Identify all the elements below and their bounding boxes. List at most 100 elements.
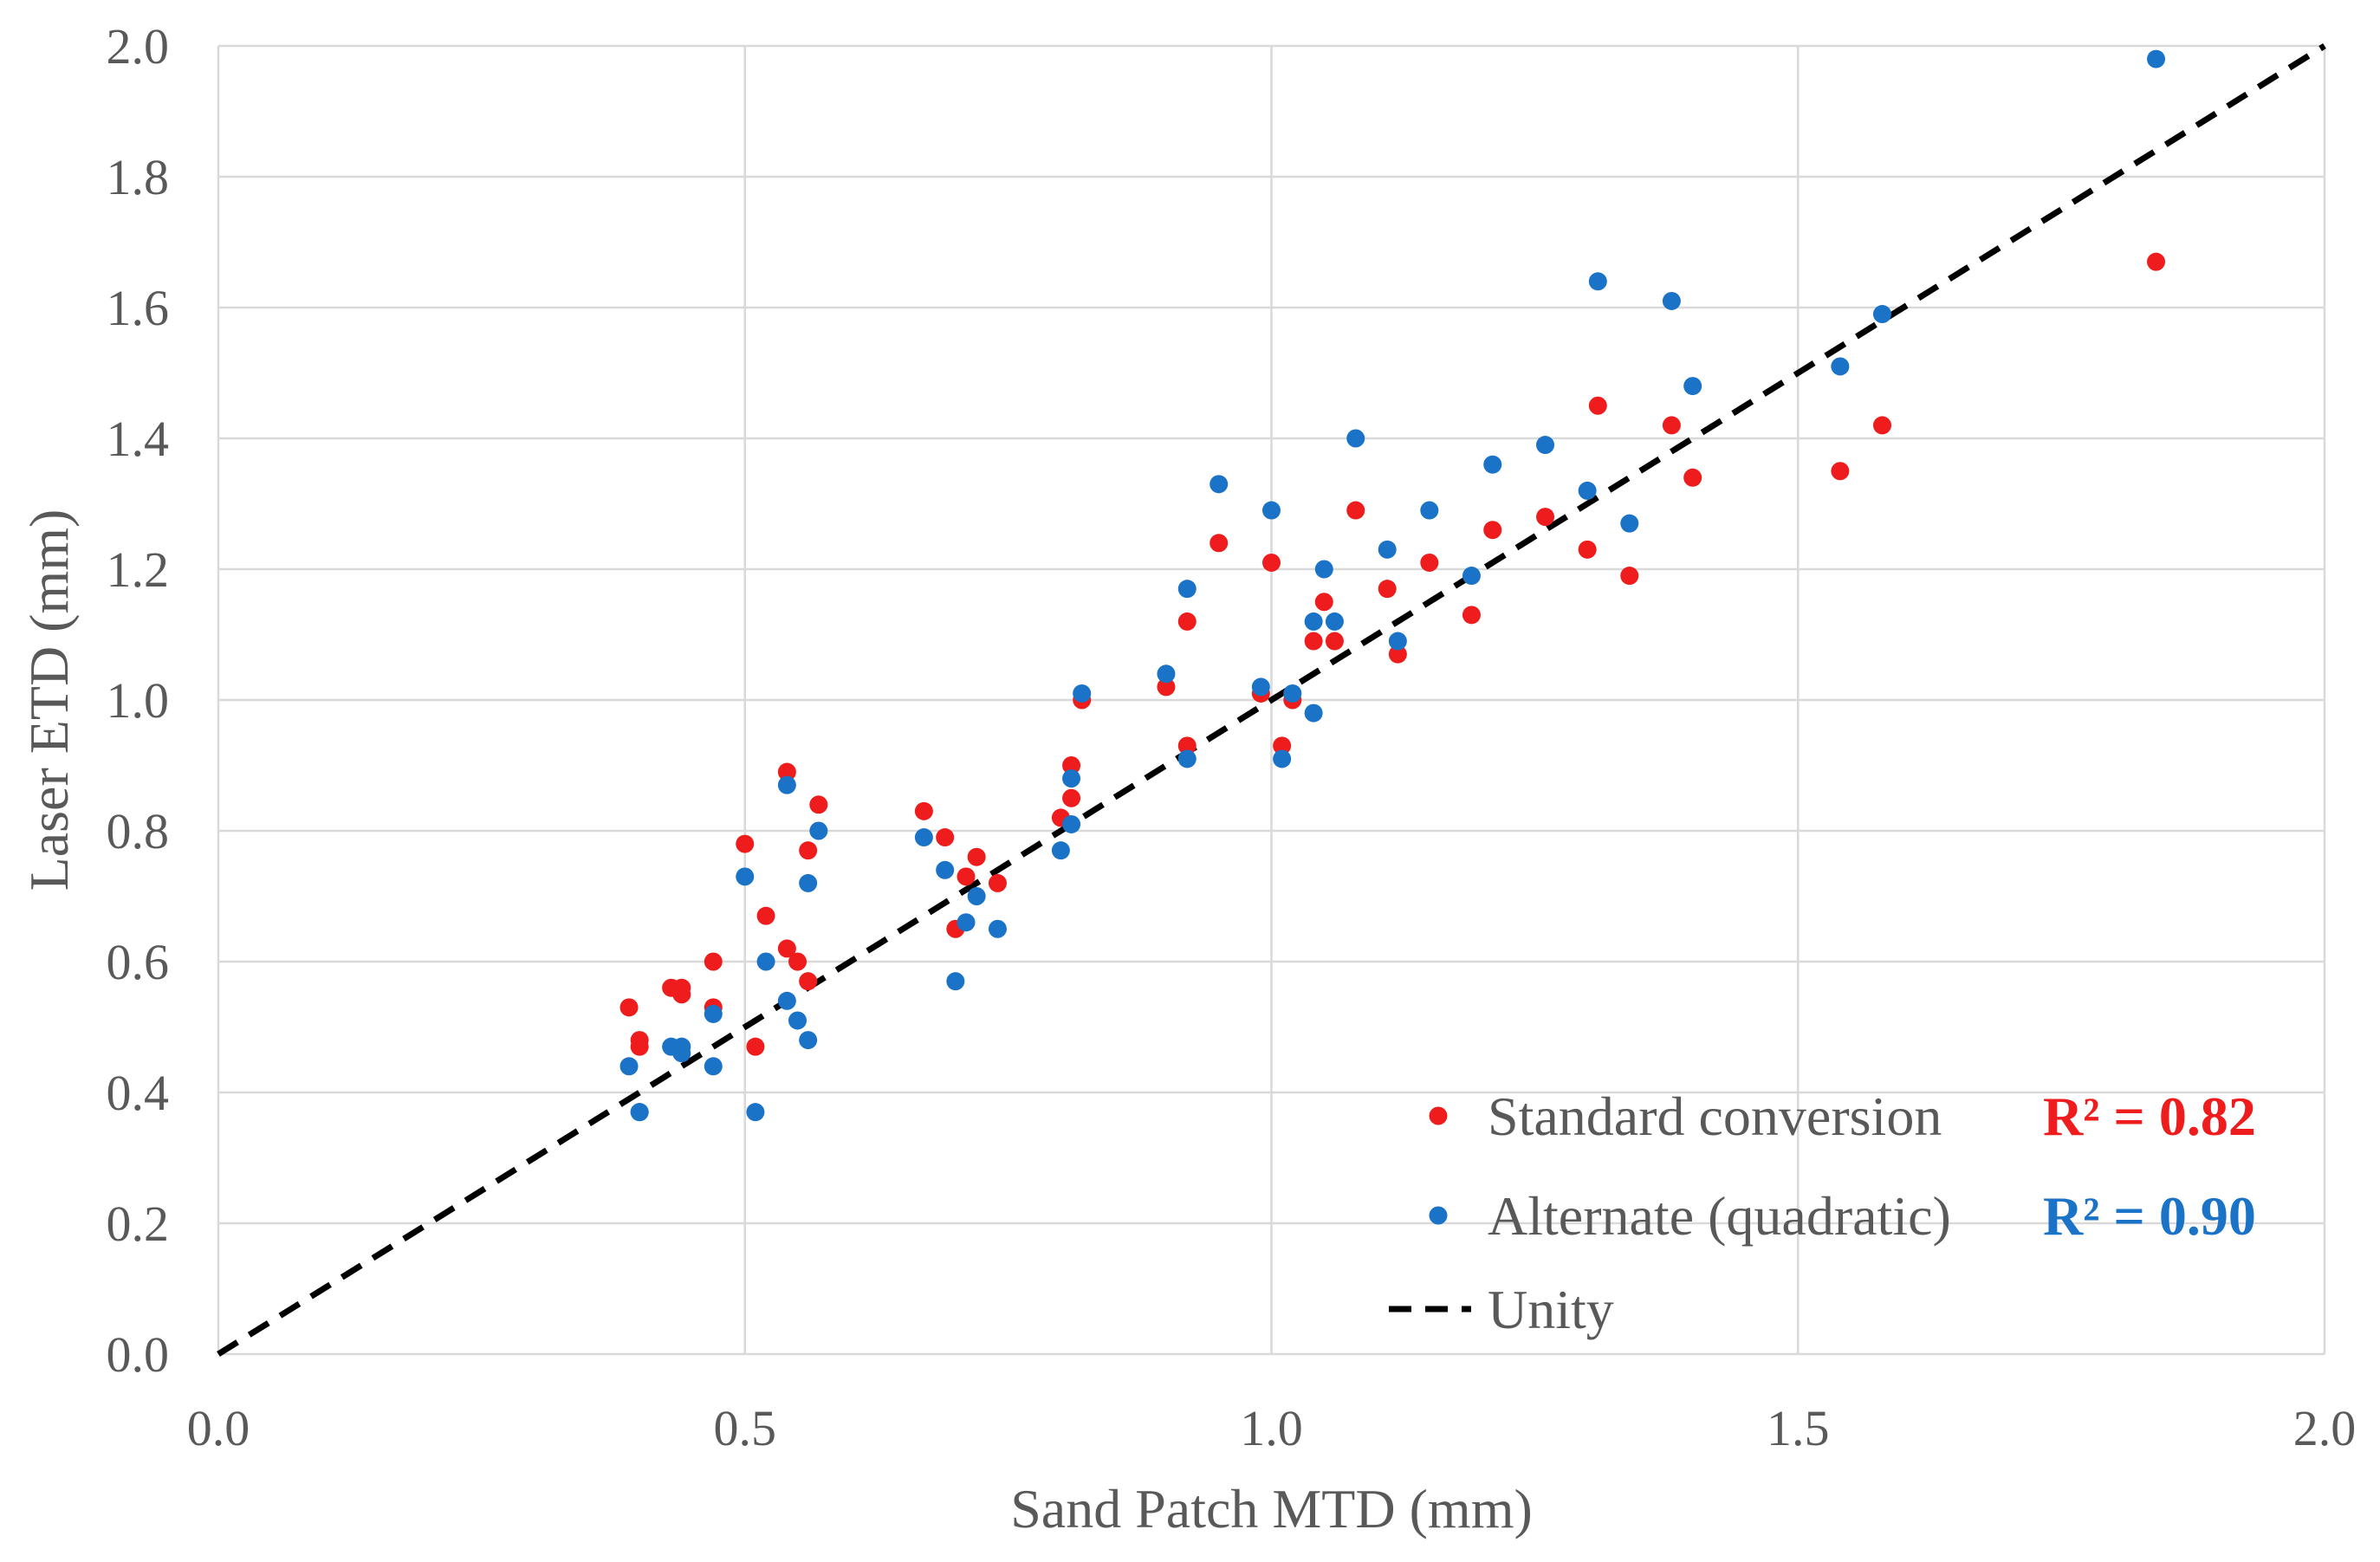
standard-conversion-point — [1209, 534, 1229, 553]
gridlines — [217, 44, 2326, 1356]
standard-conversion-point — [1420, 553, 1439, 572]
y-tick-label: 2.0 — [107, 18, 170, 75]
legend-standard-conversion-label: Standard conversion — [1488, 1086, 1942, 1147]
alternate-quadratic-point — [1283, 684, 1302, 703]
standard-conversion-point — [1177, 612, 1196, 631]
standard-conversion-point — [619, 998, 639, 1017]
standard-conversion-point — [1262, 553, 1281, 572]
standard-conversion-point — [1662, 416, 1681, 435]
y-tick-label: 1.4 — [107, 411, 170, 467]
standard-conversion-point — [1831, 462, 1850, 481]
standard-conversion-point — [936, 828, 955, 847]
alternate-quadratic-point — [1346, 429, 1365, 448]
legend-alternate-quadratic-label: Alternate (quadratic) — [1488, 1185, 1951, 1247]
alternate-quadratic-point — [1325, 612, 1344, 631]
alternate-quadratic-point — [2147, 49, 2166, 68]
alternate-quadratic-point — [1262, 501, 1281, 520]
standard-conversion-point — [1378, 580, 1397, 599]
alternate-quadratic-point — [1314, 560, 1333, 579]
x-tick-label: 1.0 — [1240, 1400, 1303, 1456]
standard-conversion-point — [967, 847, 986, 866]
alternate-quadratic-point — [946, 972, 965, 991]
standard-conversion-point — [756, 906, 775, 925]
alternate-quadratic-point — [809, 821, 828, 840]
standard-conversion-point — [736, 834, 755, 853]
alternate-quadratic-point — [630, 1103, 649, 1122]
alternate-quadratic-point — [1304, 612, 1323, 631]
standard-conversion-point — [957, 867, 976, 886]
standard-conversion-point — [1872, 416, 1891, 435]
y-axis-title: Laser ETD (mm) — [18, 509, 80, 891]
alternate-quadratic-point — [1620, 514, 1639, 533]
alternate-quadratic-point — [1536, 436, 1555, 455]
legend: Standard conversion R² = 0.82 Alternate (q… — [1389, 1086, 2256, 1340]
y-tick-label: 1.8 — [107, 149, 170, 205]
legend-standard-conversion-marker — [1429, 1106, 1448, 1125]
alternate-quadratic-point — [1683, 377, 1702, 396]
alternate-quadratic-point — [1420, 501, 1439, 520]
standard-conversion-point — [799, 841, 818, 860]
alternate-quadratic-point — [1273, 749, 1292, 768]
y-tick-label: 0.6 — [107, 934, 170, 990]
standard-conversion-point — [1346, 501, 1365, 520]
y-tick-label: 0.2 — [107, 1196, 170, 1252]
standard-conversion-point — [672, 985, 691, 1004]
data-points — [619, 49, 2166, 1122]
standard-conversion-point — [1273, 736, 1292, 755]
unity-line — [217, 43, 2326, 1357]
standard-conversion-point — [1314, 593, 1333, 612]
x-tick-label: 0.0 — [187, 1400, 250, 1456]
alternate-quadratic-point — [1062, 814, 1081, 833]
standard-conversion-point — [1588, 396, 1607, 415]
alternate-quadratic-point — [799, 1031, 818, 1050]
standard-conversion-point — [1483, 521, 1502, 540]
standard-conversion-point — [1062, 756, 1081, 775]
alternate-quadratic-point — [1062, 769, 1081, 788]
x-axis-title: Sand Patch MTD (mm) — [1010, 1478, 1533, 1539]
alternate-quadratic-point — [788, 1011, 807, 1030]
alternate-quadratic-point — [1378, 540, 1397, 559]
y-tick-label: 1.2 — [107, 541, 170, 598]
standard-conversion-point — [630, 1031, 649, 1050]
standard-conversion-point — [1462, 606, 1481, 625]
y-tick-label: 0.8 — [107, 803, 170, 859]
alternate-quadratic-point — [1831, 357, 1850, 376]
alternate-quadratic-point — [914, 828, 933, 847]
standard-conversion-point — [1062, 788, 1081, 807]
alternate-quadratic-point — [777, 775, 796, 794]
alternate-quadratic-point — [1051, 841, 1070, 860]
y-tick-label: 1.6 — [107, 280, 170, 336]
standard-conversion-point — [799, 972, 818, 991]
alternate-quadratic-point — [619, 1057, 639, 1076]
legend-standard-conversion-r2: R² = 0.82 — [2043, 1086, 2256, 1147]
alternate-quadratic-point — [746, 1103, 765, 1122]
x-tick-label: 1.5 — [1767, 1400, 1830, 1456]
alternate-quadratic-point — [1209, 475, 1229, 494]
legend-unity-label: Unity — [1488, 1279, 1614, 1340]
alternate-quadratic-point — [1251, 677, 1270, 697]
y-tick-label: 0.0 — [107, 1326, 170, 1383]
legend-alternate-quadratic-r2: R² = 0.90 — [2043, 1185, 2256, 1247]
y-tick-label: 1.0 — [107, 672, 170, 729]
alternate-quadratic-point — [1177, 749, 1196, 768]
alternate-quadratic-point — [1662, 291, 1681, 310]
alternate-quadratic-point — [672, 1044, 691, 1063]
standard-conversion-point — [2147, 252, 2166, 271]
standard-conversion-point — [1683, 468, 1702, 487]
standard-conversion-point — [809, 795, 828, 814]
alternate-quadratic-point — [704, 1004, 723, 1023]
standard-conversion-point — [1620, 567, 1639, 586]
standard-conversion-point — [1304, 632, 1323, 651]
alternate-quadratic-point — [1388, 632, 1407, 651]
standard-conversion-point — [746, 1037, 765, 1056]
standard-conversion-point — [777, 762, 796, 781]
alternate-quadratic-point — [957, 913, 976, 932]
alternate-quadratic-point — [756, 952, 775, 971]
x-tick-label: 0.5 — [714, 1400, 777, 1456]
alternate-quadratic-point — [1073, 684, 1092, 703]
alternate-quadratic-point — [1177, 580, 1196, 599]
alternate-quadratic-point — [704, 1057, 723, 1076]
alternate-quadratic-point — [736, 867, 755, 886]
